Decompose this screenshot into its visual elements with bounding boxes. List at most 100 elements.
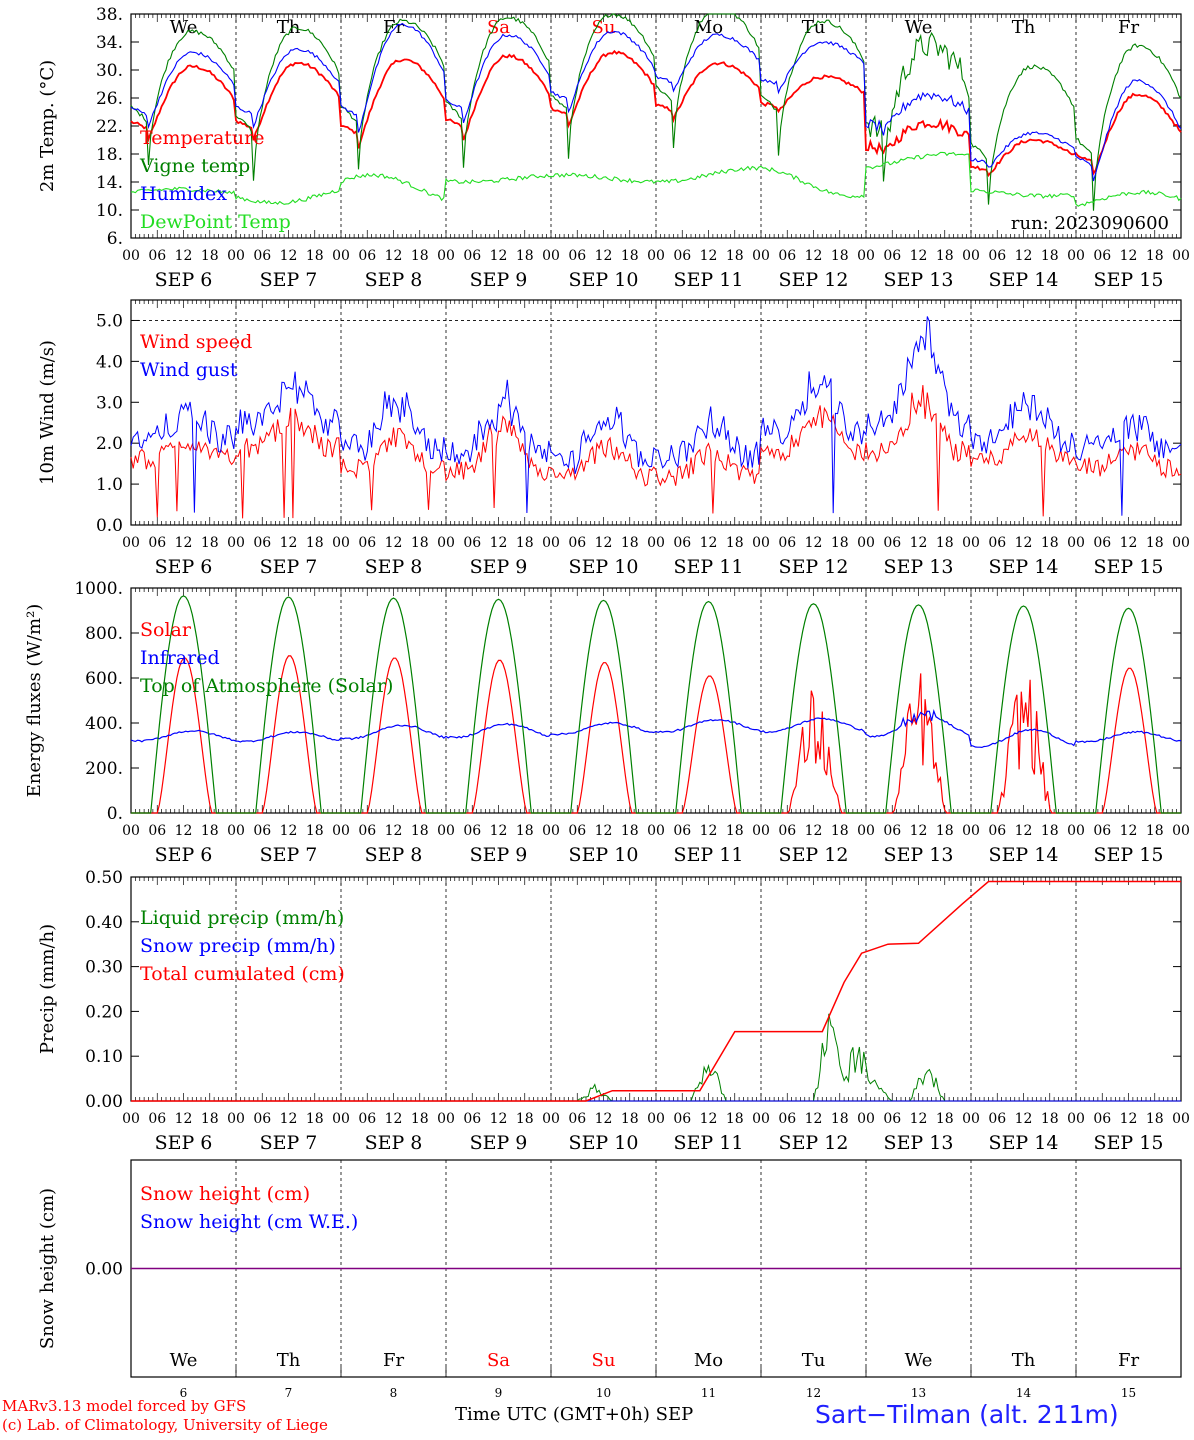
hour-tick-label: 06 xyxy=(148,248,166,264)
hour-tick-label: 00 xyxy=(542,1111,560,1127)
run-label: run: 2023090600 xyxy=(1011,213,1169,234)
panel-frame xyxy=(130,299,1182,526)
date-label: SEP 8 xyxy=(365,269,423,291)
series-line-temperature xyxy=(130,49,1182,178)
date-label: SEP 8 xyxy=(365,556,423,578)
hour-tick-label: 00 xyxy=(122,248,140,264)
hour-tick-label: 12 xyxy=(595,1111,613,1127)
hour-tick-label: 00 xyxy=(227,1111,245,1127)
hour-tick-label: 06 xyxy=(463,823,481,839)
hour-tick-label: 06 xyxy=(568,248,586,264)
legend-entry: DewPoint Temp xyxy=(140,211,291,233)
hour-tick-label: 06 xyxy=(148,535,166,551)
weekday-label: Mo xyxy=(694,17,723,38)
hour-tick-label: 12 xyxy=(805,1111,823,1127)
weekday-label: Mo xyxy=(694,1350,723,1371)
hour-tick-label: 06 xyxy=(778,1111,796,1127)
hour-tick-label: 18 xyxy=(516,1111,534,1127)
hour-tick-label: 12 xyxy=(700,823,718,839)
legend-entry: Top of Atmosphere (Solar) xyxy=(140,675,393,697)
hour-tick-label: 18 xyxy=(201,823,219,839)
hour-tick-label: 00 xyxy=(1067,823,1085,839)
y-tick-label: 0.10 xyxy=(85,1047,123,1067)
hour-tick-label: 00 xyxy=(437,823,455,839)
date-label: SEP 14 xyxy=(989,556,1059,578)
hour-tick-label: 00 xyxy=(332,1111,350,1127)
series-line-infrared xyxy=(130,709,1182,749)
hour-tick-label: 12 xyxy=(280,248,298,264)
hour-tick-label: 18 xyxy=(306,1111,324,1127)
date-label: SEP 15 xyxy=(1094,269,1164,291)
weekday-label: Fr xyxy=(383,1350,404,1371)
hour-tick-label: 06 xyxy=(673,823,691,839)
hour-tick-label: 18 xyxy=(411,823,429,839)
date-label: SEP 6 xyxy=(155,844,213,866)
hour-tick-label: 06 xyxy=(988,1111,1006,1127)
hour-tick-label: 18 xyxy=(726,248,744,264)
hour-tick-label: 18 xyxy=(621,248,639,264)
hour-tick-label: 06 xyxy=(988,535,1006,551)
hour-tick-label: 00 xyxy=(542,823,560,839)
hour-tick-label: 00 xyxy=(437,1111,455,1127)
hour-tick-label: 00 xyxy=(122,535,140,551)
date-label: SEP 12 xyxy=(779,269,849,291)
series-line-wind-speed xyxy=(130,385,1182,519)
panel-frame xyxy=(130,13,1182,239)
hour-tick-label: 12 xyxy=(1015,823,1033,839)
date-label: SEP 13 xyxy=(884,269,954,291)
hour-tick-label: 06 xyxy=(253,1111,271,1127)
hour-tick-label: 12 xyxy=(1120,823,1138,839)
panel-frame xyxy=(130,587,1182,814)
hour-tick-label: 06 xyxy=(253,248,271,264)
hour-tick-label: 12 xyxy=(175,248,193,264)
hour-tick-label: 12 xyxy=(1120,1111,1138,1127)
x-axis-label: Time UTC (GMT+0h) xyxy=(455,1404,650,1425)
hour-tick-label: 00 xyxy=(332,823,350,839)
day-number-label: 14 xyxy=(1016,1386,1032,1400)
series-line-wind-gust xyxy=(130,316,1182,516)
hour-tick-label: 06 xyxy=(463,1111,481,1127)
hour-tick-label: 06 xyxy=(883,1111,901,1127)
legend-entry: Humidex xyxy=(140,183,227,205)
hour-tick-label: 12 xyxy=(805,535,823,551)
weekday-label: We xyxy=(170,1350,198,1371)
weekday-label: Th xyxy=(277,1350,301,1371)
hour-tick-label: 00 xyxy=(962,1111,980,1127)
day-number-label: 10 xyxy=(596,1386,611,1400)
hour-tick-label: 18 xyxy=(201,535,219,551)
hour-tick-label: 00 xyxy=(647,248,665,264)
hour-tick-label: 18 xyxy=(1146,1111,1164,1127)
y-axis-label: Precip (mm/h) xyxy=(37,924,58,1054)
date-label: SEP 13 xyxy=(884,556,954,578)
weekday-label: Sa xyxy=(487,1350,510,1371)
hour-tick-label: 12 xyxy=(595,823,613,839)
series-line-vigne-temp xyxy=(130,13,1182,211)
hour-tick-label: 06 xyxy=(358,1111,376,1127)
hour-tick-label: 12 xyxy=(910,248,928,264)
hour-tick-label: 00 xyxy=(437,248,455,264)
date-label: SEP 11 xyxy=(674,556,744,578)
y-tick-label: 0.50 xyxy=(85,868,123,888)
footer-credits: MARv3.13 model forced by GFS (c) Lab. of… xyxy=(2,1397,328,1435)
hour-tick-label: 18 xyxy=(621,535,639,551)
y-tick-label: 200. xyxy=(85,759,123,779)
legend-entry: Snow height (cm W.E.) xyxy=(140,1211,358,1233)
y-tick-label: 10. xyxy=(96,201,123,221)
y-tick-label: 38. xyxy=(96,5,123,25)
y-tick-label: 1000. xyxy=(74,579,123,599)
hour-tick-label: 12 xyxy=(280,1111,298,1127)
hour-tick-label: 06 xyxy=(358,535,376,551)
hour-tick-label: 12 xyxy=(385,1111,403,1127)
hour-tick-label: 12 xyxy=(910,535,928,551)
legend-entry: Total cumulated (cm) xyxy=(140,963,345,985)
hour-tick-label: 18 xyxy=(621,823,639,839)
hour-tick-label: 00 xyxy=(1172,248,1190,264)
hour-tick-label: 06 xyxy=(778,535,796,551)
hour-tick-label: 18 xyxy=(726,535,744,551)
y-tick-label: 30. xyxy=(96,61,123,81)
hour-tick-label: 12 xyxy=(910,823,928,839)
y-tick-label: 18. xyxy=(96,145,123,165)
legend-entry: Snow precip (mm/h) xyxy=(140,935,336,957)
y-tick-label: 22. xyxy=(96,117,123,137)
date-label: SEP 9 xyxy=(470,556,528,578)
